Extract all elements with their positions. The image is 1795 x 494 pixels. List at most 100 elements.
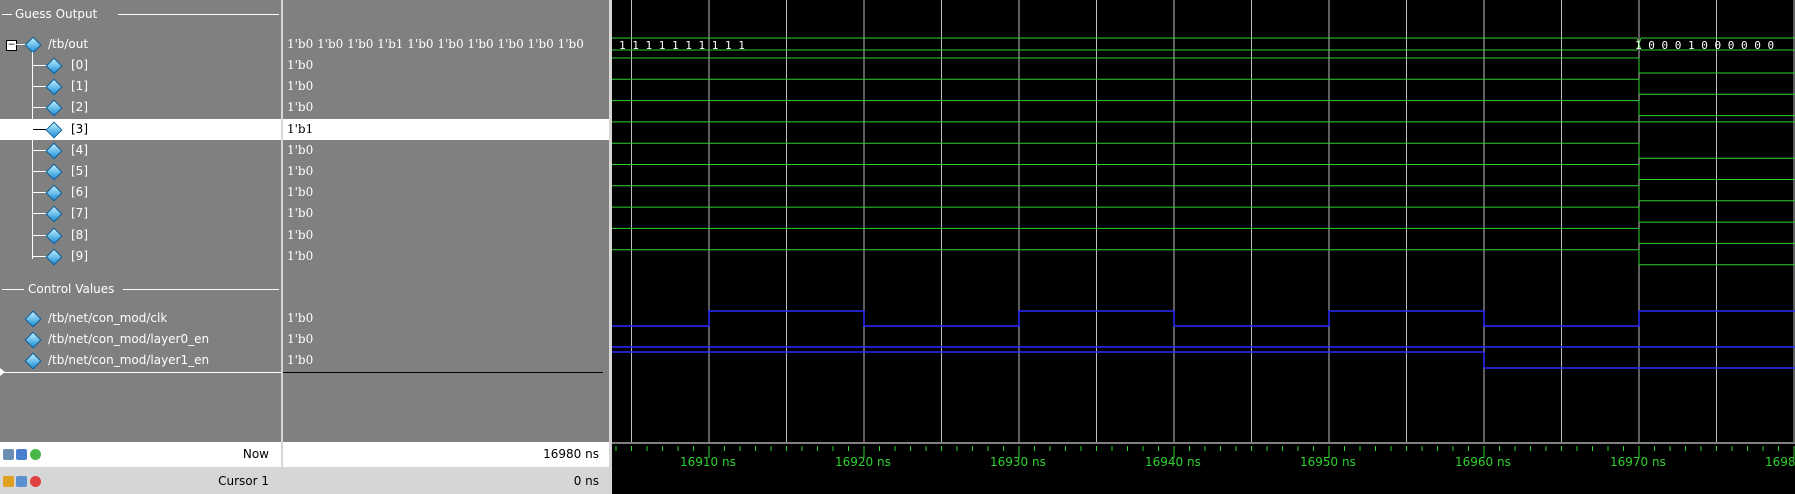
time-label: 16950 ns [1300,455,1356,469]
wire-icon [45,227,63,245]
bus-transition [1636,37,1642,51]
signal-name: /tb/net/con_mod/layer1_en [48,353,210,367]
group-label: Guess Output [15,7,98,21]
wire-icon [24,331,42,349]
value-clk: 1'b0 [287,311,314,325]
time-label: 16940 ns [1145,455,1201,469]
signal-row-layer1-en[interactable]: /tb/net/con_mod/layer1_en [0,350,281,371]
time-label: 16910 ns [680,455,736,469]
now-value-row: 16980 ns [283,442,609,467]
now-label: Now [242,447,269,461]
signal-row-bit[interactable]: [5] [0,161,281,182]
selected-value-highlight [283,119,609,140]
lock-icon[interactable] [3,476,14,487]
value-bit: 1'b0 [287,100,314,114]
value-bit: 1'b0 [287,58,314,72]
names-footer: Now Cursor 1 [0,442,281,494]
signal-row-bit[interactable]: [1] [0,76,281,97]
value-bit: 1'b0 [287,206,314,220]
wire-icon [24,36,42,54]
signal-name: [4] [71,143,88,157]
signal-name: [7] [71,206,88,220]
signal-name: [1] [71,79,88,93]
values-footer: 16980 ns 0 ns [283,442,609,494]
now-row: Now [0,442,281,467]
toolbar-add-icon[interactable] [16,449,27,460]
signal-name: [5] [71,164,88,178]
signal-name: /tb/net/con_mod/layer0_en [48,332,210,346]
wire-icon [45,121,63,139]
signal-row-bit[interactable]: [7] [0,203,281,224]
group-control-values[interactable]: Control Values [0,279,281,299]
insertion-arrow-icon [0,368,5,376]
cursor-value: 0 ns [573,474,599,488]
wire-icon [24,352,42,370]
cursor-value-row: 0 ns [283,469,609,494]
time-label: 16970 ns [1610,455,1666,469]
timeline-bar[interactable] [612,442,1795,494]
signal-name: /tb/net/con_mod/clk [48,311,168,325]
signal-name: /tb/out [48,37,89,51]
waveform-canvas[interactable] [612,0,1795,494]
bus-value-before: 1 1 1 1 1 1 1 1 1 1 [619,39,745,52]
signal-row-clk[interactable]: /tb/net/con_mod/clk [0,308,281,329]
value-bit: 1'b0 [287,185,314,199]
signal-row-bit[interactable]: [4] [0,140,281,161]
time-label: 16930 ns [990,455,1046,469]
now-value: 16980 ns [543,447,599,461]
signal-row-layer0-en[interactable]: /tb/net/con_mod/layer0_en [0,329,281,350]
wire-icon [45,57,63,75]
value-bit-selected: 1'b1 [287,122,314,136]
wire-icon [45,205,63,223]
value-out: 1'b0 1'b0 1'b0 1'b1 1'b0 1'b0 1'b0 1'b0 … [287,37,584,51]
signal-row-bit[interactable]: [0] [0,55,281,76]
signal-values-pane: 1'b0 1'b0 1'b0 1'b1 1'b0 1'b0 1'b0 1'b0 … [283,0,609,494]
bus-value-after: 1 0 0 0 1 0 0 0 0 0 0 [1635,39,1775,52]
toolbar-insert-cursor-icon[interactable] [30,449,41,460]
signal-row-bit[interactable]: [8] [0,225,281,246]
value-bit: 1'b0 [287,164,314,178]
pane-splitter[interactable] [281,0,283,494]
signal-name: [8] [71,228,88,242]
value-bit: 1'b0 [287,143,314,157]
wire-icon [45,248,63,266]
cursor-row[interactable]: Cursor 1 [0,469,281,494]
pencil-icon[interactable] [16,476,27,487]
time-label: 16920 ns [835,455,891,469]
wire-icon [45,184,63,202]
remove-cursor-icon[interactable] [30,476,41,487]
signal-name: [2] [71,100,88,114]
time-label: 1698 [1765,455,1795,469]
wire-icon [24,310,42,328]
signal-name: [3] [71,122,88,136]
clk-trace [612,310,1795,327]
value-bit: 1'b0 [287,79,314,93]
wire-icon [45,142,63,160]
insertion-marker-values [283,372,603,373]
collapse-icon[interactable]: − [6,40,17,51]
signal-row-bit[interactable]: [2] [0,97,281,118]
wire-icon [45,99,63,117]
pane-splitter[interactable] [609,0,612,494]
time-label: 16960 ns [1455,455,1511,469]
value-bit: 1'b0 [287,249,314,263]
signal-name: [6] [71,185,88,199]
signal-row-bit[interactable]: [6] [0,182,281,203]
insertion-marker [0,372,281,373]
signal-row-bit-selected[interactable]: [3] [0,119,281,140]
value-bit: 1'b0 [287,228,314,242]
signal-row-out[interactable]: − /tb/out [0,34,281,55]
value-layer1-en: 1'b0 [287,353,314,367]
signal-name: [9] [71,249,88,263]
signal-row-bit[interactable]: [9] [0,246,281,267]
wire-icon [45,78,63,96]
signal-names-pane: Guess Output − /tb/out [0] [1] [2] [3] [… [0,0,281,494]
waveform-pane[interactable]: 16910 ns 16920 ns 16930 ns 16940 ns 1695… [612,0,1795,494]
toolbar-zoom-icon[interactable] [3,449,14,460]
cursor-label: Cursor 1 [218,474,269,488]
signal-name: [0] [71,58,88,72]
group-guess-output[interactable]: Guess Output [0,4,281,24]
group-label: Control Values [28,282,115,296]
value-layer0-en: 1'b0 [287,332,314,346]
wire-icon [45,163,63,181]
